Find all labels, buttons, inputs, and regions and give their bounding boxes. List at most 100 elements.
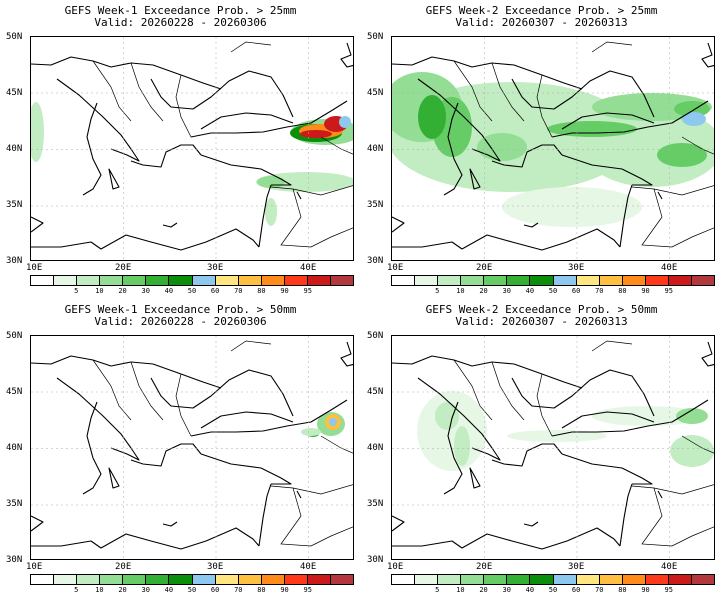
lat-label: 50N xyxy=(367,32,384,42)
colorbar-label: 80 xyxy=(618,586,627,594)
colorbar-swatch xyxy=(77,575,101,584)
colorbar-swatch xyxy=(146,276,170,285)
probability-shading xyxy=(31,102,353,226)
colorbar-label: 40 xyxy=(164,287,174,295)
colorbar-swatch xyxy=(54,276,78,285)
colorbar-swatch xyxy=(307,276,332,285)
colorbar-label: 95 xyxy=(303,586,312,594)
colorbar-swatch xyxy=(31,276,55,285)
lat-label: 30N xyxy=(367,256,384,266)
colorbar-swatch xyxy=(331,276,354,285)
colorbar-swatch xyxy=(599,575,623,584)
grid-lines xyxy=(392,336,714,559)
colorbar-swatch xyxy=(169,575,193,584)
colorbar-swatch xyxy=(77,276,101,285)
lat-label: 50N xyxy=(6,331,23,341)
colorbar-swatch xyxy=(576,575,600,584)
lat-label: 40N xyxy=(6,144,23,154)
lon-label: 30E xyxy=(568,263,585,273)
colorbar-label: 80 xyxy=(257,586,266,594)
panel-week2-50mm: GEFS Week-2 Exceedance Prob. > 50mm Vali… xyxy=(361,299,722,598)
grid-lines xyxy=(392,37,714,260)
coastlines xyxy=(31,341,353,550)
colorbar-label: 40 xyxy=(525,287,535,295)
lon-label: 20E xyxy=(476,562,493,572)
colorbar-label: 60 xyxy=(571,586,581,594)
colorbar-label: 30 xyxy=(141,287,150,295)
lon-label: 20E xyxy=(476,263,493,273)
colorbar-label: 70 xyxy=(595,586,604,594)
colorbar-label: 30 xyxy=(502,287,511,295)
colorbar-label: 5 xyxy=(74,586,79,594)
colorbar-swatch xyxy=(484,276,508,285)
colorbar-label: 95 xyxy=(303,287,312,295)
colorbar-swatch xyxy=(553,575,577,584)
colorbar-swatch xyxy=(392,276,416,285)
probability-map xyxy=(391,36,715,261)
map-valid-dates: Valid: 20260228 - 20260306 xyxy=(94,16,267,29)
colorbar-swatch xyxy=(169,276,193,285)
lat-label: 30N xyxy=(6,555,23,565)
colorbar-swatch xyxy=(622,575,646,584)
map-valid-dates: Valid: 20260307 - 20260313 xyxy=(455,16,628,29)
colorbar xyxy=(391,574,715,585)
lon-label: 40E xyxy=(661,263,678,273)
colorbar-swatch xyxy=(692,276,715,285)
colorbar-label: 90 xyxy=(641,287,650,295)
colorbar-label: 50 xyxy=(548,287,558,295)
lat-label: 35N xyxy=(6,499,23,509)
lon-label: 30E xyxy=(568,562,585,572)
colorbar-label: 10 xyxy=(456,287,465,295)
colorbar-label: 60 xyxy=(210,586,220,594)
colorbar-swatch xyxy=(461,575,485,584)
colorbar-swatch xyxy=(507,575,531,584)
lat-label: 45N xyxy=(6,88,23,98)
coastlines xyxy=(31,42,353,251)
lat-label: 35N xyxy=(367,200,384,210)
colorbar-swatch xyxy=(307,575,332,584)
probability-map xyxy=(30,335,354,560)
colorbar-swatch xyxy=(392,575,416,584)
lat-label: 40N xyxy=(367,144,384,154)
colorbar xyxy=(30,574,354,585)
map-valid-dates: Valid: 20260228 - 20260306 xyxy=(94,315,267,328)
probability-map xyxy=(391,335,715,560)
coastlines xyxy=(392,42,714,251)
lon-label: 30E xyxy=(207,263,224,273)
colorbar-swatch xyxy=(261,276,285,285)
colorbar-swatch xyxy=(123,276,147,285)
colorbar-label: 20 xyxy=(118,287,127,295)
country-borders xyxy=(453,340,714,547)
colorbar-swatch xyxy=(530,276,554,285)
country-borders xyxy=(92,340,353,547)
colorbar-swatch xyxy=(645,276,669,285)
lon-label: 20E xyxy=(115,562,132,572)
lon-label: 40E xyxy=(661,562,678,572)
lon-label: 10E xyxy=(26,562,43,572)
colorbar-label: 50 xyxy=(548,586,558,594)
lon-label: 10E xyxy=(26,263,43,273)
colorbar-label: 60 xyxy=(571,287,581,295)
colorbar-label: 10 xyxy=(456,586,465,594)
colorbar-label: 5 xyxy=(435,287,440,295)
probability-shading xyxy=(392,72,714,227)
lat-label: 50N xyxy=(367,331,384,341)
colorbar-label: 5 xyxy=(435,586,440,594)
colorbar-swatch xyxy=(146,575,170,584)
colorbar-swatch xyxy=(438,276,462,285)
colorbar-label: 90 xyxy=(280,586,289,594)
colorbar-swatch xyxy=(215,276,239,285)
colorbar-swatch xyxy=(507,276,531,285)
colorbar xyxy=(30,275,354,286)
panel-week2-25mm: GEFS Week-2 Exceedance Prob. > 25mm Vali… xyxy=(361,0,722,299)
colorbar-swatch xyxy=(530,575,554,584)
colorbar-label: 70 xyxy=(234,586,243,594)
colorbar-label: 60 xyxy=(210,287,220,295)
colorbar-label: 95 xyxy=(664,287,673,295)
colorbar-label: 20 xyxy=(479,586,488,594)
map-title: GEFS Week-2 Exceedance Prob. > 25mm xyxy=(425,4,658,17)
colorbar-swatch xyxy=(215,575,239,584)
colorbar-swatch xyxy=(415,276,439,285)
lat-label: 40N xyxy=(367,443,384,453)
colorbar-label: 70 xyxy=(234,287,243,295)
